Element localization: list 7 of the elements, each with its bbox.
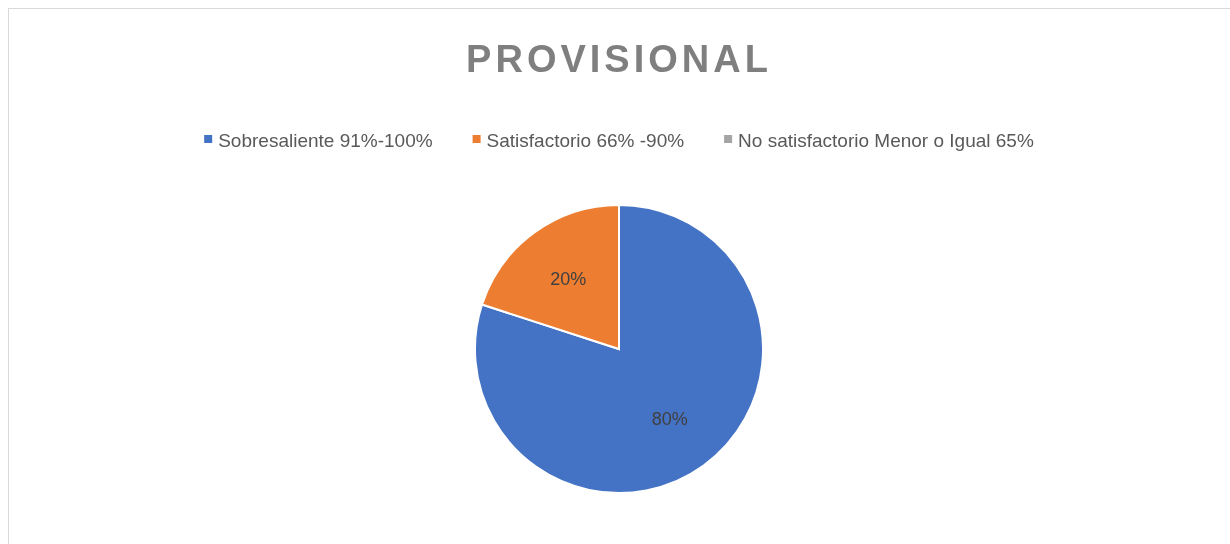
legend-label: No satisfactorio Menor o Igual 65% [738, 129, 1034, 151]
legend-label: Satisfactorio 66% -90% [486, 129, 685, 151]
legend-label: Sobresaliente 91%-100% [218, 129, 433, 151]
data-label: 20% [550, 269, 587, 290]
chart-title: PROVISIONAL [466, 38, 772, 80]
pie-slice [474, 204, 764, 494]
data-label: 80% [651, 409, 688, 430]
